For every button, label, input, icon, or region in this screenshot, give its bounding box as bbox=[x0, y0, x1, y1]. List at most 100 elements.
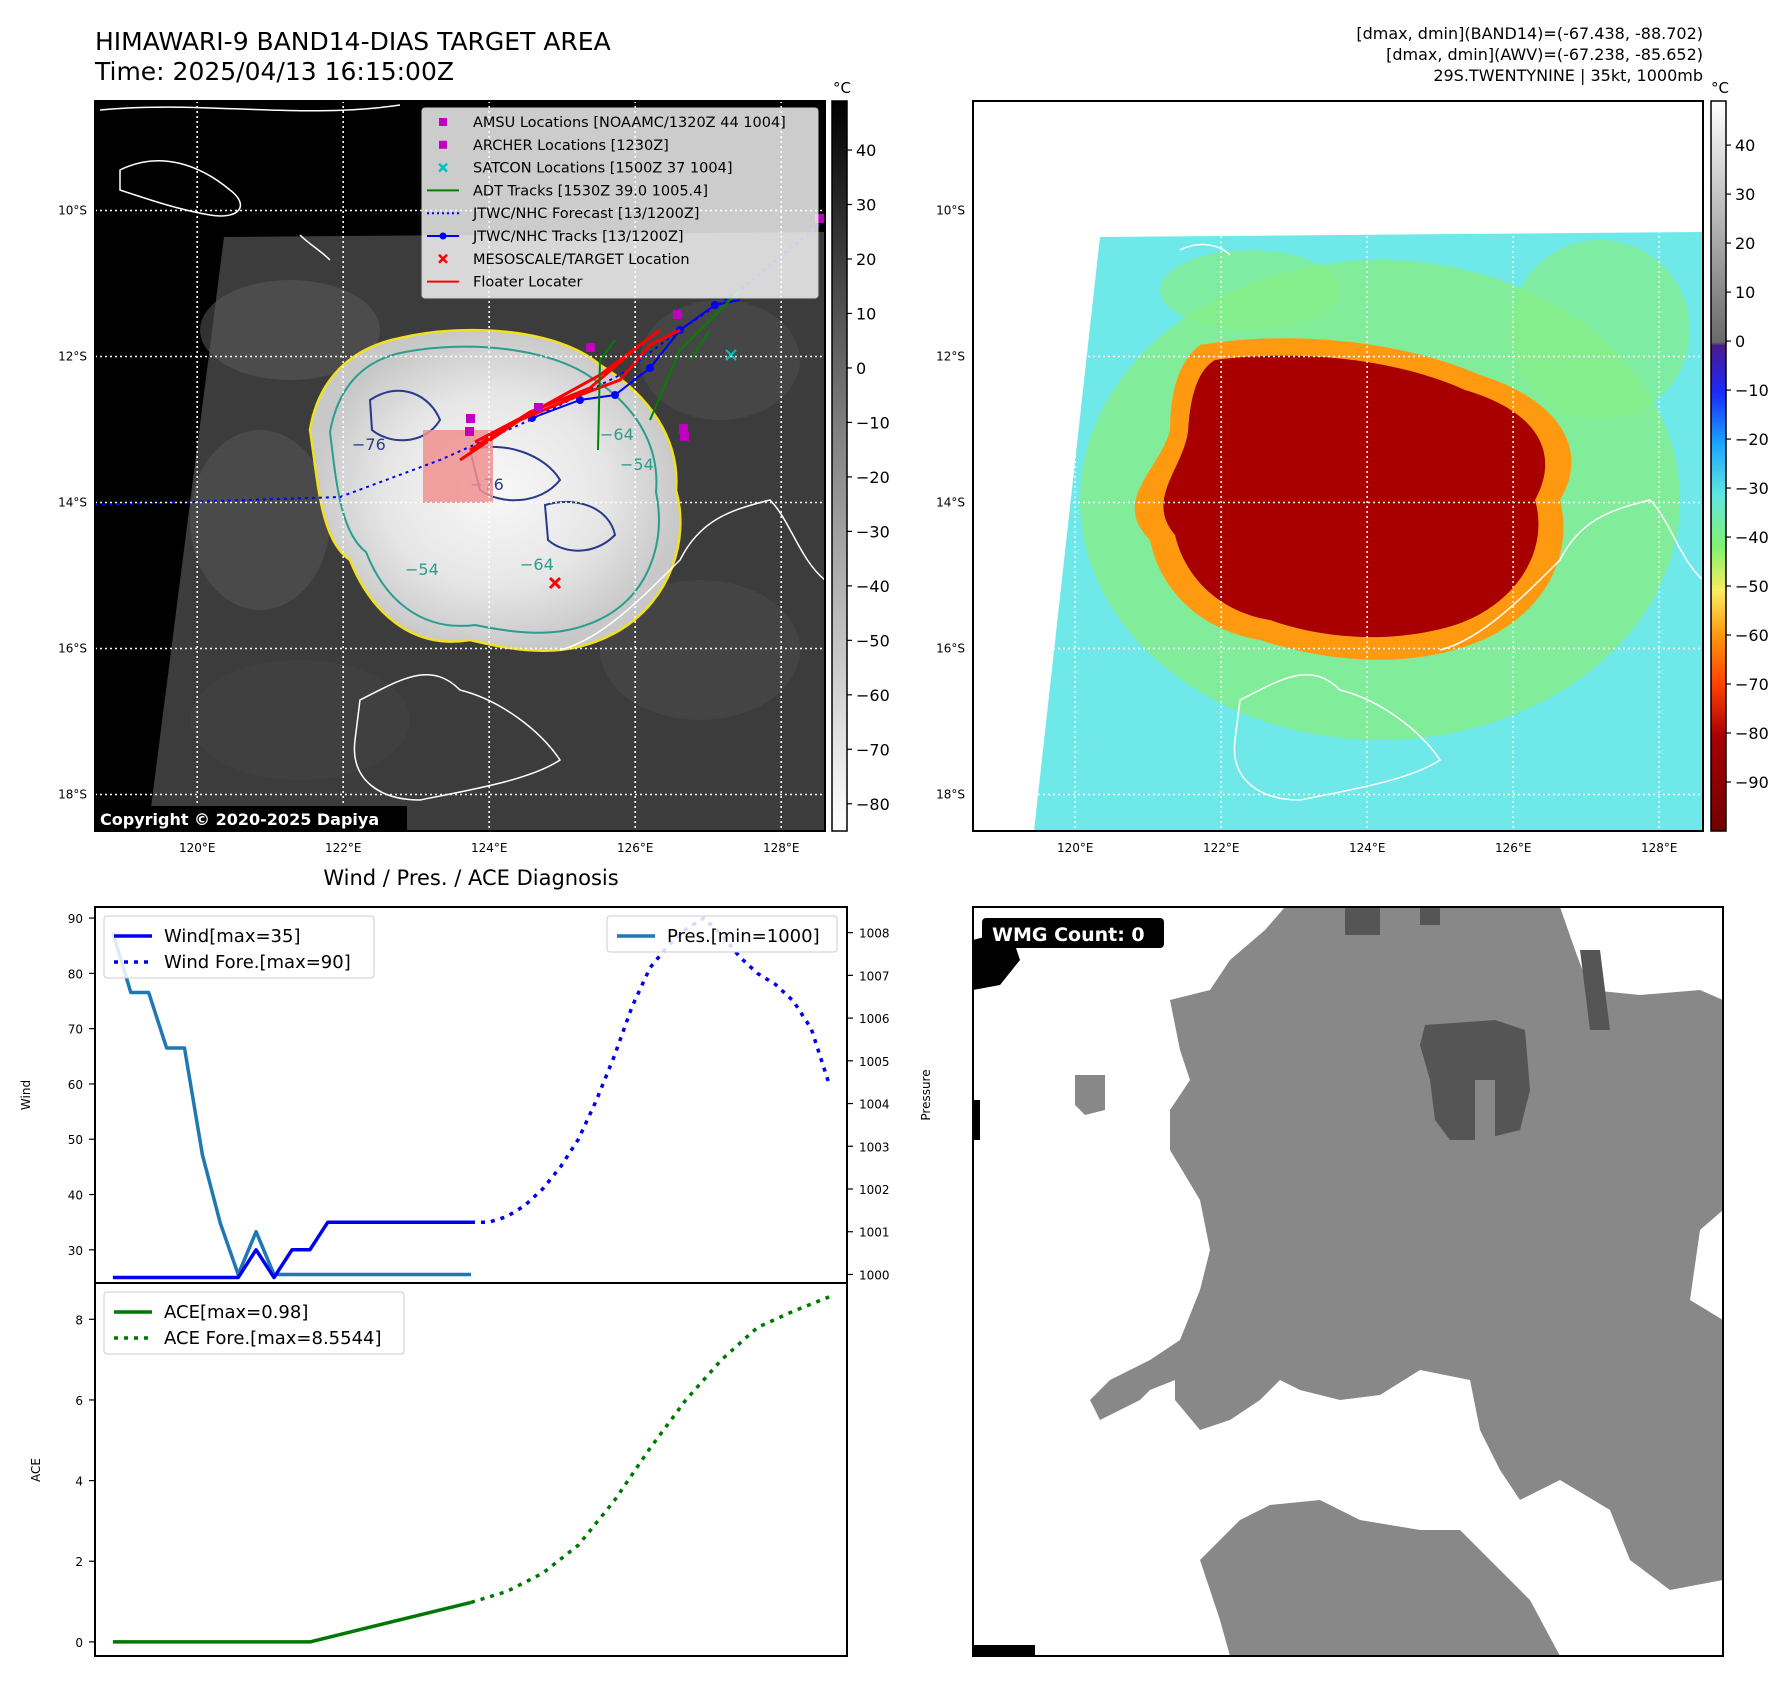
series-line bbox=[112, 1600, 472, 1644]
colorbar-tick-label: 20 bbox=[856, 250, 876, 269]
wmg-region-dark-small bbox=[1345, 907, 1610, 1030]
colorbar-tick-label: −10 bbox=[1735, 381, 1769, 400]
ir-colorbar-unit: °C bbox=[833, 79, 851, 97]
chart-legend-label: Wind[max=35] bbox=[164, 926, 301, 947]
awv-coastlines bbox=[1179, 243, 1703, 801]
legend-entry: JTWC/NHC Tracks [13/1200Z] bbox=[427, 229, 684, 245]
lon-tick-label: 128°E bbox=[1641, 841, 1678, 855]
series-line bbox=[112, 1220, 471, 1280]
awv-colorbar-ramp bbox=[1710, 100, 1727, 832]
chart-legend-box bbox=[606, 915, 838, 953]
colorbar-tick-label: −10 bbox=[856, 413, 890, 432]
jtwc-track-points bbox=[528, 301, 719, 422]
series-line bbox=[111, 932, 471, 1277]
pressure-ylabel: Pressure bbox=[919, 1069, 933, 1120]
colorbar-tick-label: 0 bbox=[1735, 332, 1745, 351]
y-tick-label: 1007 bbox=[859, 969, 890, 983]
colorbar-tick-label: −80 bbox=[1735, 724, 1769, 743]
lon-tick-label: 124°E bbox=[1349, 841, 1386, 855]
legend-label: SATCON Locations [1500Z 37 1004] bbox=[473, 161, 732, 177]
colorbar-tick-label: 20 bbox=[1735, 234, 1755, 253]
chart-legend-entry: Pres.[min=1000] bbox=[617, 926, 820, 947]
legend-label: AMSU Locations [NOAAMC/1320Z 44 1004] bbox=[473, 115, 786, 131]
info-storm: 29S.TWENTYNINE | 35kt, 1000mb bbox=[1433, 66, 1703, 85]
lat-tick-label: 18°S bbox=[936, 788, 965, 802]
chart-legend-entry: Wind[max=35] bbox=[114, 926, 301, 947]
contour-label: −54 bbox=[405, 560, 439, 579]
awv-map-panel: 120°E 122°E 124°E 126°E 128°E 10°S 12°S 14°S 16°… bbox=[936, 100, 1704, 855]
colorbar-tick-label: 40 bbox=[856, 141, 876, 160]
legend-entry: ADT Tracks [1530Z 39.0 1005.4] bbox=[427, 183, 708, 199]
chart-legend-entry: ACE[max=0.98] bbox=[114, 1302, 308, 1323]
y-tick-label: 1000 bbox=[859, 1268, 890, 1282]
colorbar-tick-label: −50 bbox=[1735, 577, 1769, 596]
chart-legend-box bbox=[103, 915, 375, 979]
y-tick-label: 0 bbox=[75, 1636, 83, 1650]
y-tick-label: 90 bbox=[68, 912, 83, 926]
wind-pressure-chart: 30 40 50 60 70 80 90 1000 1001 1002 1003 1004 1005 10… bbox=[68, 906, 890, 1284]
y-tick-label: 1008 bbox=[859, 927, 890, 941]
lon-tick-label: 122°E bbox=[1203, 841, 1240, 855]
colorbar-tick-label: −60 bbox=[1735, 626, 1769, 645]
legend-box bbox=[421, 107, 819, 299]
legend-marker-square bbox=[439, 140, 447, 149]
y-tick-label: 60 bbox=[68, 1078, 83, 1092]
colorbar-tick-label: 30 bbox=[856, 196, 876, 215]
chart-legend-entry: ACE Fore.[max=8.5544] bbox=[114, 1328, 382, 1349]
y-tick-label: 1006 bbox=[859, 1012, 890, 1026]
colorbar-tick-label: −70 bbox=[856, 740, 890, 759]
ir-gridlines bbox=[95, 101, 825, 831]
series-line bbox=[470, 1295, 830, 1605]
colorbar-tick-label: −30 bbox=[1735, 479, 1769, 498]
lon-tick-label: 122°E bbox=[325, 841, 362, 855]
ir-map-panel: −76 −64 −54 −76 −64 −54 bbox=[58, 100, 826, 856]
colorbar-tick-label: 10 bbox=[856, 304, 876, 323]
target-location bbox=[548, 576, 562, 590]
y-tick-label: 80 bbox=[68, 967, 83, 981]
lon-tick-label: 120°E bbox=[179, 841, 216, 855]
colorbar-tick-label: −70 bbox=[1735, 675, 1769, 694]
lat-tick-label: 10°S bbox=[58, 204, 87, 218]
colorbar-tick-label: −50 bbox=[856, 631, 890, 650]
legend-marker-x bbox=[438, 162, 448, 173]
y-tick-label: 1005 bbox=[859, 1055, 890, 1069]
wmg-mask bbox=[973, 907, 1723, 1656]
lon-tick-label: 128°E bbox=[763, 841, 800, 855]
info-band14-range: [dmax, dmin](BAND14)=(-67.438, -88.702) bbox=[1356, 24, 1703, 43]
wmg-frame bbox=[972, 906, 1724, 1657]
y-tick-label: 40 bbox=[68, 1189, 83, 1203]
figure-title: HIMAWARI-9 BAND14-DIAS TARGET AREA bbox=[95, 27, 611, 56]
wmg-region-dark-hole bbox=[1475, 1080, 1495, 1140]
figure-time: Time: 2025/04/13 16:15:00Z bbox=[94, 57, 454, 86]
legend-marker-x bbox=[438, 253, 448, 264]
lat-tick-label: 18°S bbox=[58, 788, 87, 802]
y-tick-label: 70 bbox=[68, 1023, 83, 1037]
legend-label: MESOSCALE/TARGET Location bbox=[473, 252, 690, 268]
chart-legend-label: ACE Fore.[max=8.5544] bbox=[164, 1328, 382, 1349]
ace-chart: 0 2 4 6 8 ACE[max=0.98] ACE Fore.[max=8.5544] bbox=[75, 1282, 848, 1657]
y-tick-label: 8 bbox=[75, 1313, 83, 1327]
awv-colorbar-unit: °C bbox=[1711, 79, 1729, 97]
chart-legend-label: ACE[max=0.98] bbox=[164, 1302, 308, 1323]
lat-tick-label: 14°S bbox=[58, 496, 87, 510]
colorbar-tick-label: 30 bbox=[1735, 185, 1755, 204]
wind-ylabel: Wind bbox=[19, 1080, 33, 1110]
ir-axis-labels: 120°E 122°E 124°E 126°E 128°E 10°S 12°S 14°S 16°… bbox=[58, 204, 799, 856]
y-tick-label: 30 bbox=[68, 1244, 83, 1258]
satcon-location bbox=[725, 349, 737, 361]
contour-navy bbox=[368, 389, 617, 552]
ir-colorbar-ramp bbox=[831, 100, 848, 832]
legend-entry: ARCHER Locations [1230Z] bbox=[439, 138, 669, 154]
colorbar-tick-label: 40 bbox=[1735, 136, 1755, 155]
legend-entry: MESOSCALE/TARGET Location bbox=[438, 252, 690, 268]
awv-colorbar: °C 40 30 20 10 0 −10 −20 −30 −40 −50 −60 −70 −80 −90 bbox=[1710, 79, 1769, 832]
amsu-locations bbox=[465, 214, 824, 441]
wmg-region-gray-south bbox=[1200, 1500, 1560, 1656]
contour-label: −64 bbox=[520, 555, 554, 574]
lon-tick-label: 126°E bbox=[617, 841, 654, 855]
legend-entry: JTWC/NHC Forecast [13/1200Z] bbox=[427, 206, 699, 222]
adt-track bbox=[597, 289, 741, 451]
colorbar-tick-label: −60 bbox=[856, 686, 890, 705]
colorbar-tick-label: −40 bbox=[1735, 528, 1769, 547]
